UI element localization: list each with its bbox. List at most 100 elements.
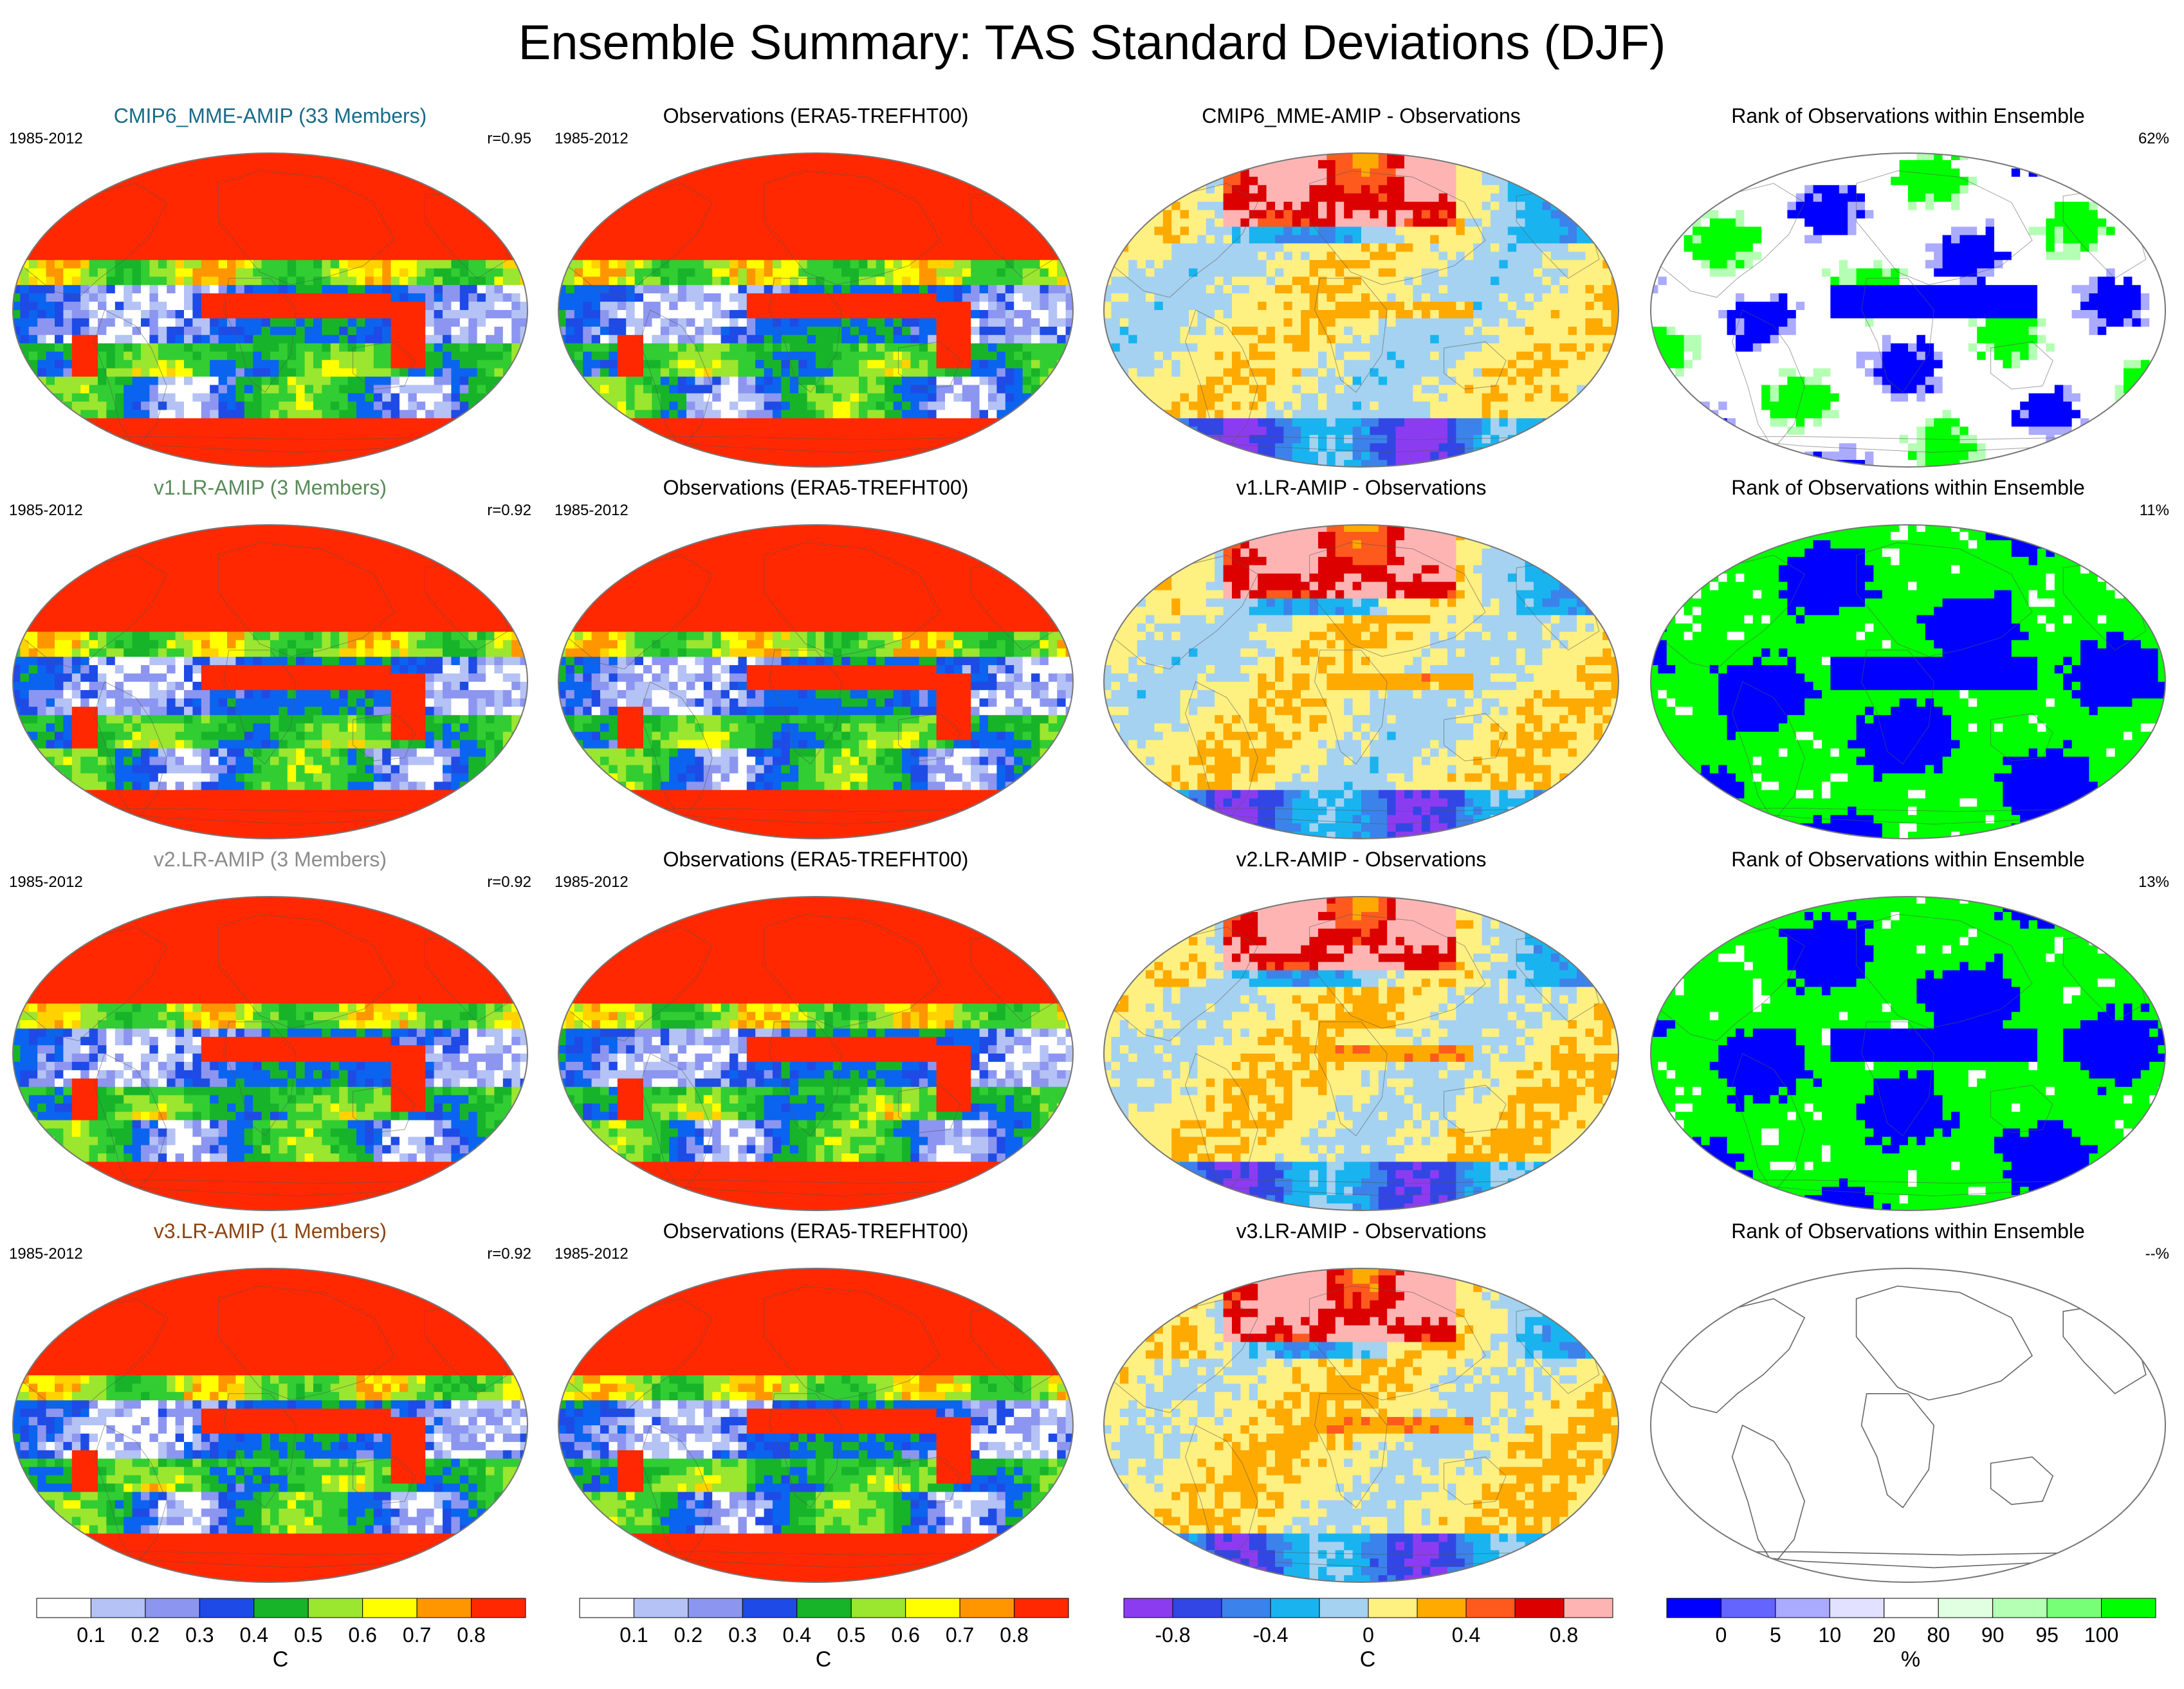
colorbar-boxes (1123, 1598, 1613, 1618)
map-row2-obs-coastline-3 (769, 650, 842, 765)
map-row4-rank (1650, 1268, 2166, 1583)
panel-row4-model: v3.LR-AMIP (1 Members) 1985-2012 r=0.92 (0, 1212, 540, 1584)
panel-row4-diff: v3.LR-AMIP - Observations (1091, 1212, 1631, 1584)
colorbar-tick-label: -0.4 (1253, 1623, 1288, 1647)
figure-title: Ensemble Summary: TAS Standard Deviation… (0, 14, 2184, 72)
panel-title: Rank of Observations within Ensemble (1638, 475, 2178, 500)
map-row4-model-coastline-2 (218, 1285, 395, 1401)
colorbar-box (1938, 1598, 1994, 1618)
panel-row1-model: CMIP6_MME-AMIP (33 Members) 1985-2012 r=0.… (0, 96, 540, 468)
map-row2-obs-coastline-2 (764, 542, 941, 657)
colorbar-tick-label: 0.6 (348, 1623, 376, 1647)
map-row1-model-coastline-3 (223, 278, 297, 393)
colorbar-box (145, 1598, 200, 1618)
period-label: 1985-2012 (9, 502, 83, 520)
map-row1-rank-coastline-2 (1856, 170, 2033, 286)
colorbar-tick-label: 0.5 (294, 1623, 322, 1647)
colorbar-box (959, 1598, 1015, 1618)
colorbar-tick-label: 0.7 (946, 1623, 974, 1647)
colorbar-box (90, 1598, 146, 1618)
map-row3-diff-coastline-3 (1314, 1021, 1388, 1137)
colorbar-box (1465, 1598, 1516, 1618)
colorbar-box (850, 1598, 906, 1618)
rank-percent-label: 11% (2140, 502, 2169, 520)
colorbar-tick-label: 5 (1770, 1623, 1781, 1647)
panel-row2-obs: Observations (ERA5-TREFHT00) 1985-2012 (546, 468, 1086, 840)
colorbar-tick-label: 0.3 (728, 1623, 757, 1647)
panel-title: Observations (ERA5-TREFHT00) (546, 103, 1086, 129)
panel-title: CMIP6_MME-AMIP - Observations (1091, 103, 1631, 129)
map-row1-diff (1103, 152, 1619, 468)
map-row3-diff-coastline-4 (1444, 1084, 1507, 1133)
map-row2-model-coastline-2 (218, 542, 395, 657)
colorbar-box (362, 1598, 418, 1618)
panel-row3-diff: v2.LR-AMIP - Observations (1091, 840, 1631, 1212)
map-row4-diff-coastline-4 (1444, 1456, 1507, 1505)
colorbar-box (1319, 1598, 1369, 1618)
map-row3-model-coastline-2 (218, 913, 395, 1029)
colorbar-model-std: 0.1 0.2 0.3 0.4 0.5 0.6 0.7 0.8 C (36, 1598, 551, 1675)
rank-percent-label: --% (2145, 1245, 2169, 1263)
colorbar-box (1720, 1598, 1776, 1618)
period-label: 1985-2012 (555, 502, 629, 520)
colorbar-unit-label: C (36, 1647, 525, 1672)
colorbar-tick-label: 95 (2035, 1623, 2059, 1647)
panel-title: Observations (ERA5-TREFHT00) (546, 846, 1086, 872)
panel-title: Observations (ERA5-TREFHT00) (546, 1218, 1086, 1244)
panel-title: Rank of Observations within Ensemble (1638, 103, 2178, 129)
map-row2-diff-coastline-2 (1309, 542, 1486, 657)
colorbar-unit-label: C (579, 1647, 1068, 1672)
colorbar-box (1563, 1598, 1613, 1618)
map-row1-obs (558, 152, 1074, 468)
map-row3-rank-coastline-3 (1861, 1021, 1934, 1137)
colorbar-tick-label: 0.2 (674, 1623, 702, 1647)
panel-row1-obs: Observations (ERA5-TREFHT00) 1985-2012 (546, 96, 1086, 468)
colorbar-box (796, 1598, 852, 1618)
colorbar-tick-label: 0 (1716, 1623, 1727, 1647)
map-row3-obs-coastline-2 (764, 913, 941, 1029)
colorbar-tick-label: 10 (1819, 1623, 1842, 1647)
colorbar-box (1829, 1598, 1885, 1618)
map-row4-diff (1103, 1268, 1619, 1583)
map-row3-obs (558, 896, 1074, 1211)
map-row4-obs-coastline-4 (898, 1456, 961, 1505)
map-row3-model (12, 896, 528, 1211)
colorbar-box (416, 1598, 472, 1618)
colorbar-box (905, 1598, 960, 1618)
map-row1-diff-coastline-3 (1314, 278, 1388, 393)
panel-title: v2.LR-AMIP - Observations (1091, 846, 1631, 872)
colorbar-tick-label: 100 (2084, 1623, 2118, 1647)
colorbar-tick-label: 0.7 (403, 1623, 431, 1647)
colorbar-box (471, 1598, 526, 1618)
map-row2-obs-coastline-4 (898, 713, 961, 762)
map-row3-rank-coastline-4 (1990, 1084, 2053, 1133)
map-row2-rank (1650, 524, 2166, 839)
map-row4-obs (558, 1268, 1074, 1583)
colorbar-unit-label: C (1123, 1647, 1612, 1672)
colorbar-rank: 0 5 10 20 80 90 95 100% (1666, 1598, 2181, 1675)
map-row4-obs-coastline-3 (769, 1393, 842, 1508)
map-row3-diff-coastline-2 (1309, 913, 1486, 1029)
colorbar-box (1172, 1598, 1222, 1618)
panel-title: Rank of Observations within Ensemble (1638, 846, 2178, 872)
map-row1-model-coastline-2 (218, 170, 395, 286)
map-row3-rank-coastline-2 (1856, 913, 2033, 1029)
map-row3-model-coastline-4 (353, 1084, 416, 1133)
colorbar-box (253, 1598, 309, 1618)
map-row1-diff-coastline-2 (1309, 170, 1486, 286)
colorbar-tick-label: 0.3 (185, 1623, 214, 1647)
colorbar-tick-label: 0.4 (1452, 1623, 1480, 1647)
map-row4-model (12, 1268, 528, 1583)
colorbar-tick-label: 90 (1981, 1623, 2005, 1647)
map-row1-rank (1650, 152, 2166, 468)
map-row2-rank-coastline-2 (1856, 542, 2033, 657)
period-label: 1985-2012 (555, 873, 629, 891)
map-row2-obs (558, 524, 1074, 839)
colorbar-tick-label: 0.8 (1000, 1623, 1028, 1647)
colorbar-box (1666, 1598, 1721, 1618)
colorbar-box (1014, 1598, 1069, 1618)
map-row2-diff (1103, 524, 1619, 839)
map-row1-diff-coastline-4 (1444, 341, 1507, 390)
map-row2-model (12, 524, 528, 839)
panel-row3-obs: Observations (ERA5-TREFHT00) 1985-2012 (546, 840, 1086, 1212)
